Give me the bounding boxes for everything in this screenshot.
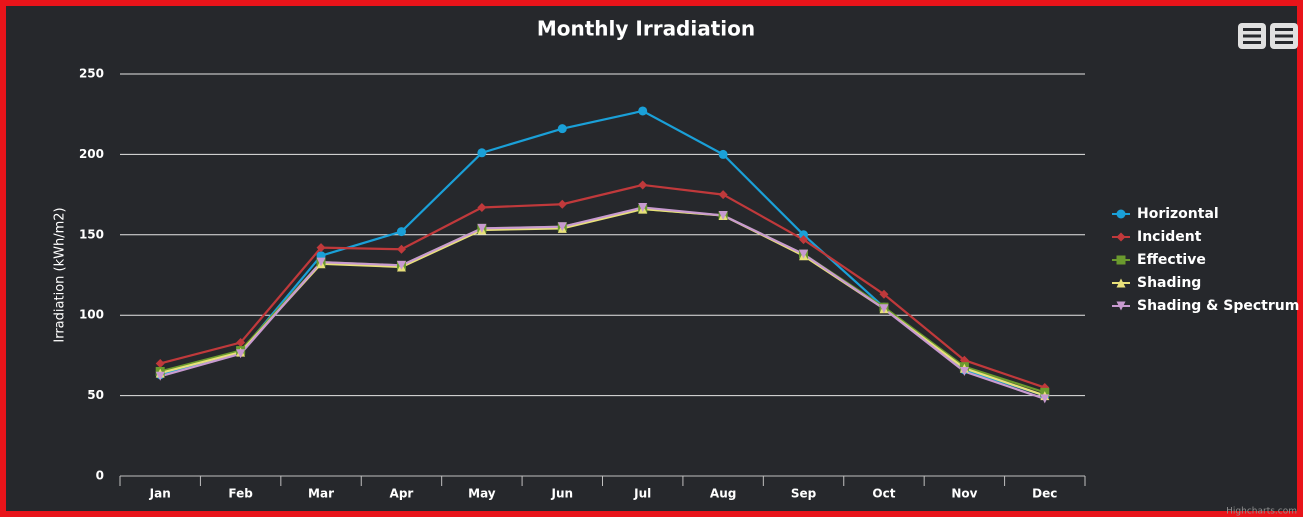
legend-item[interactable]: Shading <box>1112 275 1201 291</box>
data-point <box>155 358 165 368</box>
data-point <box>799 230 809 240</box>
legend-label: Effective <box>1137 252 1206 268</box>
data-point <box>155 371 165 381</box>
legend-item[interactable]: Horizontal <box>1112 206 1219 222</box>
x-tick-label: Dec <box>1032 487 1057 501</box>
data-point <box>316 243 326 253</box>
legend-marker <box>1116 209 1126 219</box>
legend-label: Shading <box>1137 275 1201 291</box>
data-point <box>1040 394 1050 404</box>
data-point <box>879 289 889 299</box>
x-tick-label: Oct <box>872 487 895 501</box>
data-point <box>477 148 487 158</box>
data-point <box>799 235 809 245</box>
x-tick-label: Sep <box>791 487 817 501</box>
y-tick-label: 250 <box>79 67 104 81</box>
legend-marker <box>1116 255 1126 265</box>
data-point <box>557 124 567 134</box>
menu-icon-bar <box>1275 41 1293 44</box>
series-line <box>159 109 1046 397</box>
menu-icon-bar <box>1243 34 1261 38</box>
series-line <box>159 207 1046 397</box>
legend-item[interactable]: Shading & Spectrum <box>1112 298 1299 314</box>
data-point <box>236 349 246 359</box>
menu-icon-bar <box>1275 34 1293 38</box>
menu-icon-bar <box>1243 28 1261 31</box>
data-point <box>879 304 889 314</box>
data-point <box>236 338 246 348</box>
data-point <box>718 149 728 159</box>
x-tick-label: Mar <box>308 487 334 501</box>
credits: Highcharts.com <box>1226 507 1297 517</box>
data-point <box>718 190 728 200</box>
y-axis-title: Irradiation (kWh/m2) <box>53 207 68 342</box>
data-point <box>638 202 648 212</box>
series-line <box>159 183 1046 389</box>
series-line <box>159 206 1046 400</box>
data-point <box>557 199 567 209</box>
legend-item[interactable]: Incident <box>1112 229 1202 245</box>
legend-marker <box>1116 278 1126 288</box>
data-point <box>396 244 406 254</box>
legend-item[interactable]: Effective <box>1112 252 1206 268</box>
x-tick-label: Jan <box>149 487 171 501</box>
menu-icon-bar <box>1275 28 1293 31</box>
menu-icon-bar <box>1243 41 1261 44</box>
data-point <box>638 106 648 116</box>
x-tick-label: Aug <box>710 487 736 501</box>
data-point <box>638 180 648 190</box>
y-tick-label: 200 <box>79 147 104 161</box>
menu-button[interactable] <box>1238 23 1298 49</box>
data-point <box>718 211 728 221</box>
legend-label: Shading & Spectrum <box>1137 298 1299 314</box>
x-tick-label: Feb <box>228 487 253 501</box>
x-tick-label: Apr <box>390 487 414 501</box>
data-point <box>477 202 487 212</box>
data-point <box>316 257 326 267</box>
data-point <box>557 222 567 232</box>
data-point <box>396 260 406 270</box>
legend-label: Incident <box>1137 229 1202 245</box>
x-tick-label: May <box>468 487 496 501</box>
legend-marker <box>1116 301 1126 311</box>
y-tick-label: 50 <box>87 388 104 402</box>
data-point <box>396 227 406 237</box>
legend-label: Horizontal <box>1137 206 1219 222</box>
y-tick-label: 100 <box>79 308 104 322</box>
legend-marker <box>1116 232 1126 242</box>
x-tick-label: Jul <box>633 487 651 501</box>
y-tick-label: 0 <box>96 469 104 483</box>
data-point <box>477 223 487 233</box>
chart-title: Monthly Irradiation <box>537 17 755 41</box>
series-line <box>159 207 1046 394</box>
y-tick-label: 150 <box>79 227 104 241</box>
data-point <box>959 366 969 376</box>
x-tick-label: Jun <box>551 487 574 501</box>
x-tick-label: Nov <box>951 487 977 501</box>
data-point <box>799 249 809 259</box>
